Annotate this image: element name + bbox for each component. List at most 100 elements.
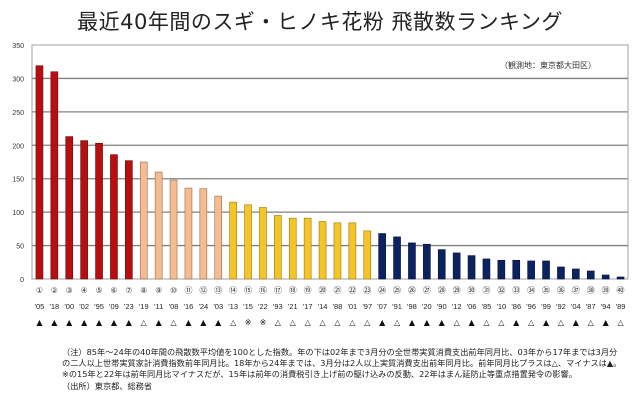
bar [318,221,327,280]
consumption-mark: ▲ [185,318,192,327]
bar [288,217,297,280]
rank-label: ㉔ [378,286,386,295]
consumption-mark: ▲ [513,318,520,327]
year-label: '88 [333,302,343,311]
consumption-mark: ▲ [96,318,103,327]
footnote-source: （出所）東京都、総務省 [62,380,153,391]
rank-label: ⑪ [184,286,192,295]
rank-label: ⑰ [274,286,282,295]
rank-label: ⑦ [125,286,132,295]
year-label: '24 [198,302,208,311]
year-labels: '05 '18 '00 '02 '95 '09 '23 '19 '11 '08 '16 '24 '03 '… [35,302,626,311]
bar [348,222,357,280]
bar [467,255,476,280]
consumption-mark: △ [558,318,565,327]
rank-label: ㉗ [423,286,431,295]
y-tick-label: 250 [12,110,24,117]
year-label: '95 [94,302,104,311]
year-label: '08 [169,302,179,311]
consumption-mark: △ [290,318,297,327]
year-label: '11 [154,302,163,311]
consumption-mark: ▲ [439,318,446,327]
bar [378,233,386,280]
bar [333,222,342,280]
bar [586,270,595,280]
bar [110,154,118,280]
rank-label: ㉖ [408,286,416,295]
bar [393,236,401,280]
y-tick-label: 100 [12,210,24,217]
footnote-line: の二人以上世帯実質家計消費指数前年同月比。18年から24年までは、3月分は2人以… [62,358,622,369]
rank-label: ㉒ [348,286,356,295]
year-label: '23 [124,302,134,311]
rank-label: ㉕ [393,286,401,295]
rank-label: ① [36,286,43,295]
rank-label: ㉟ [542,286,550,295]
consumption-mark: ▲ [409,318,416,327]
consumption-mark: ※ [260,318,267,327]
consumption-mark: △ [498,318,505,327]
year-label: '87 [586,302,596,311]
year-label: '20 [422,302,432,311]
year-label: '89 [616,302,626,311]
year-label: '85 [482,302,492,311]
rank-label: ⑧ [140,286,147,295]
rank-label: ㉚ [468,286,476,295]
bar [452,252,461,280]
consumption-mark: ▲ [603,318,610,327]
bar [557,266,565,280]
consumption-mark: △ [141,318,148,327]
footnote-line: ※の15年と22年は前年同月比マイナスだが、15年は前年の消費税引き上げ前の駆け… [62,369,577,380]
year-label: '03 [213,302,223,311]
bar [199,188,208,280]
consumption-mark: △ [334,318,341,327]
consumption-mark: △ [483,318,490,327]
footnote-line: （注）85年～24年の40年間の飛散数平均値を100とした指数。年の下は02年ま… [62,347,618,357]
consumption-mark: △ [170,318,177,327]
bar [65,136,74,280]
y-tick-label: 300 [12,76,24,83]
year-label: '90 [437,302,447,311]
bar [363,230,372,280]
rank-label: ⑮ [244,286,252,295]
year-label: '05 [35,302,45,311]
bar [80,140,88,280]
bar [512,259,521,280]
bar [244,204,252,280]
bars [35,65,625,280]
year-label: '98 [407,302,417,311]
year-label: '00 [64,302,74,311]
plot-frame [31,44,629,280]
rank-label: ㊱ [557,286,565,295]
bar [482,258,491,280]
rank-label: ⑲ [304,286,312,295]
consumption-mark: △ [454,318,461,327]
rank-label: ② [51,286,58,295]
y-tick-label: 0 [20,277,24,284]
consumption-mark: ▲ [36,318,43,327]
rank-label: ⑤ [95,286,102,295]
year-label: '02 [79,302,89,311]
rank-label: ㉑ [333,286,341,295]
consumption-mark: △ [364,318,371,327]
bar [214,195,223,280]
rank-label: ㉙ [453,286,461,295]
rank-label: ㉜ [497,286,505,295]
year-label: '92 [556,302,566,311]
bar [35,65,44,280]
year-label: '13 [228,302,238,311]
bar [139,161,148,280]
consumption-mark: ※ [245,318,252,327]
rank-label: ④ [81,286,88,295]
y-tick-label: 200 [12,143,24,150]
rank-label: ㊵ [617,286,625,295]
year-label: '99 [541,302,551,311]
consumption-mark: △ [275,318,282,327]
consumption-mark: ▲ [543,318,550,327]
year-label: '17 [303,302,313,311]
y-axis-ticks: 0 50 100 150 200 250 300 350 [12,43,24,284]
bar [184,187,193,280]
year-label: '06 [467,302,477,311]
